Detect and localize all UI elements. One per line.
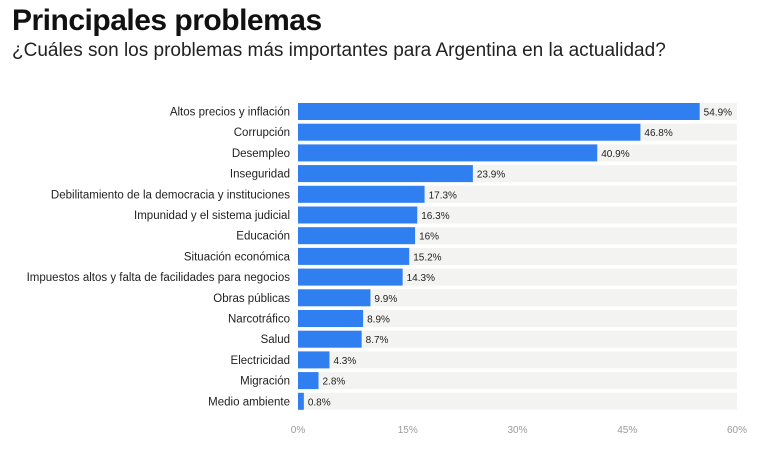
category-label: Impunidad y el sistema judicial xyxy=(134,210,290,222)
value-label: 40.9% xyxy=(601,149,629,160)
x-tick-label: 45% xyxy=(617,425,637,436)
value-label: 46.8% xyxy=(644,128,672,139)
category-label: Obras públicas xyxy=(213,293,290,305)
bar xyxy=(298,144,598,162)
category-label: Debilitamiento de la democracia y instit… xyxy=(51,189,290,201)
value-label: 0.8% xyxy=(308,397,331,408)
bar xyxy=(298,372,319,390)
value-label: 16.3% xyxy=(421,211,449,222)
category-label: Inseguridad xyxy=(230,169,290,181)
category-label: Educación xyxy=(236,231,290,243)
value-label: 8.7% xyxy=(366,335,389,346)
chart-title: Principales problemas xyxy=(12,4,322,37)
chart-rows: Altos precios y inflación 54.9% Corrupción… xyxy=(27,103,737,410)
bar-track xyxy=(298,310,737,327)
value-label: 4.3% xyxy=(333,356,356,367)
bar-track xyxy=(298,392,737,410)
bar xyxy=(298,185,425,203)
x-tick-label: 0% xyxy=(291,425,306,436)
category-label: Narcotráfico xyxy=(228,314,290,326)
category-label: Corrupción xyxy=(234,127,290,139)
value-label: 16% xyxy=(419,232,439,243)
x-tick-label: 30% xyxy=(507,425,527,436)
bar-track xyxy=(298,372,737,390)
category-label: Desempleo xyxy=(232,148,290,160)
bar xyxy=(298,103,700,120)
bar xyxy=(298,206,418,224)
bar-track xyxy=(298,268,737,286)
category-label: Altos precios y inflación xyxy=(170,107,290,119)
bar xyxy=(298,351,330,369)
bar xyxy=(298,392,304,410)
x-tick-label: 15% xyxy=(398,425,418,436)
bar-track xyxy=(298,330,737,348)
bar xyxy=(298,247,410,265)
category-label: Impuestos altos y falta de facilidades p… xyxy=(27,272,291,284)
value-label: 17.3% xyxy=(429,190,457,201)
value-label: 54.9% xyxy=(704,108,732,119)
bar xyxy=(298,310,364,327)
value-label: 2.8% xyxy=(322,377,345,388)
bar xyxy=(298,123,641,141)
category-label: Salud xyxy=(261,334,290,346)
chart-subtitle: ¿Cuáles son los problemas más importante… xyxy=(12,40,666,61)
category-label: Medio ambiente xyxy=(208,396,290,408)
x-axis-ticks: 0% 15% 30% 45% 60% xyxy=(291,425,747,436)
bar xyxy=(298,330,362,348)
bar-track xyxy=(298,351,737,369)
bar xyxy=(298,227,416,245)
value-label: 9.9% xyxy=(374,294,397,305)
category-label: Migración xyxy=(240,376,290,388)
category-label: Electricidad xyxy=(231,355,290,367)
value-label: 23.9% xyxy=(477,170,505,181)
category-label: Situación económica xyxy=(184,251,291,263)
bar xyxy=(298,268,403,286)
value-label: 15.2% xyxy=(413,252,441,263)
bar xyxy=(298,165,473,183)
value-label: 14.3% xyxy=(407,273,435,284)
bar xyxy=(298,289,371,307)
value-label: 8.9% xyxy=(367,315,390,326)
x-tick-label: 60% xyxy=(727,425,747,436)
bar-track xyxy=(298,289,737,307)
